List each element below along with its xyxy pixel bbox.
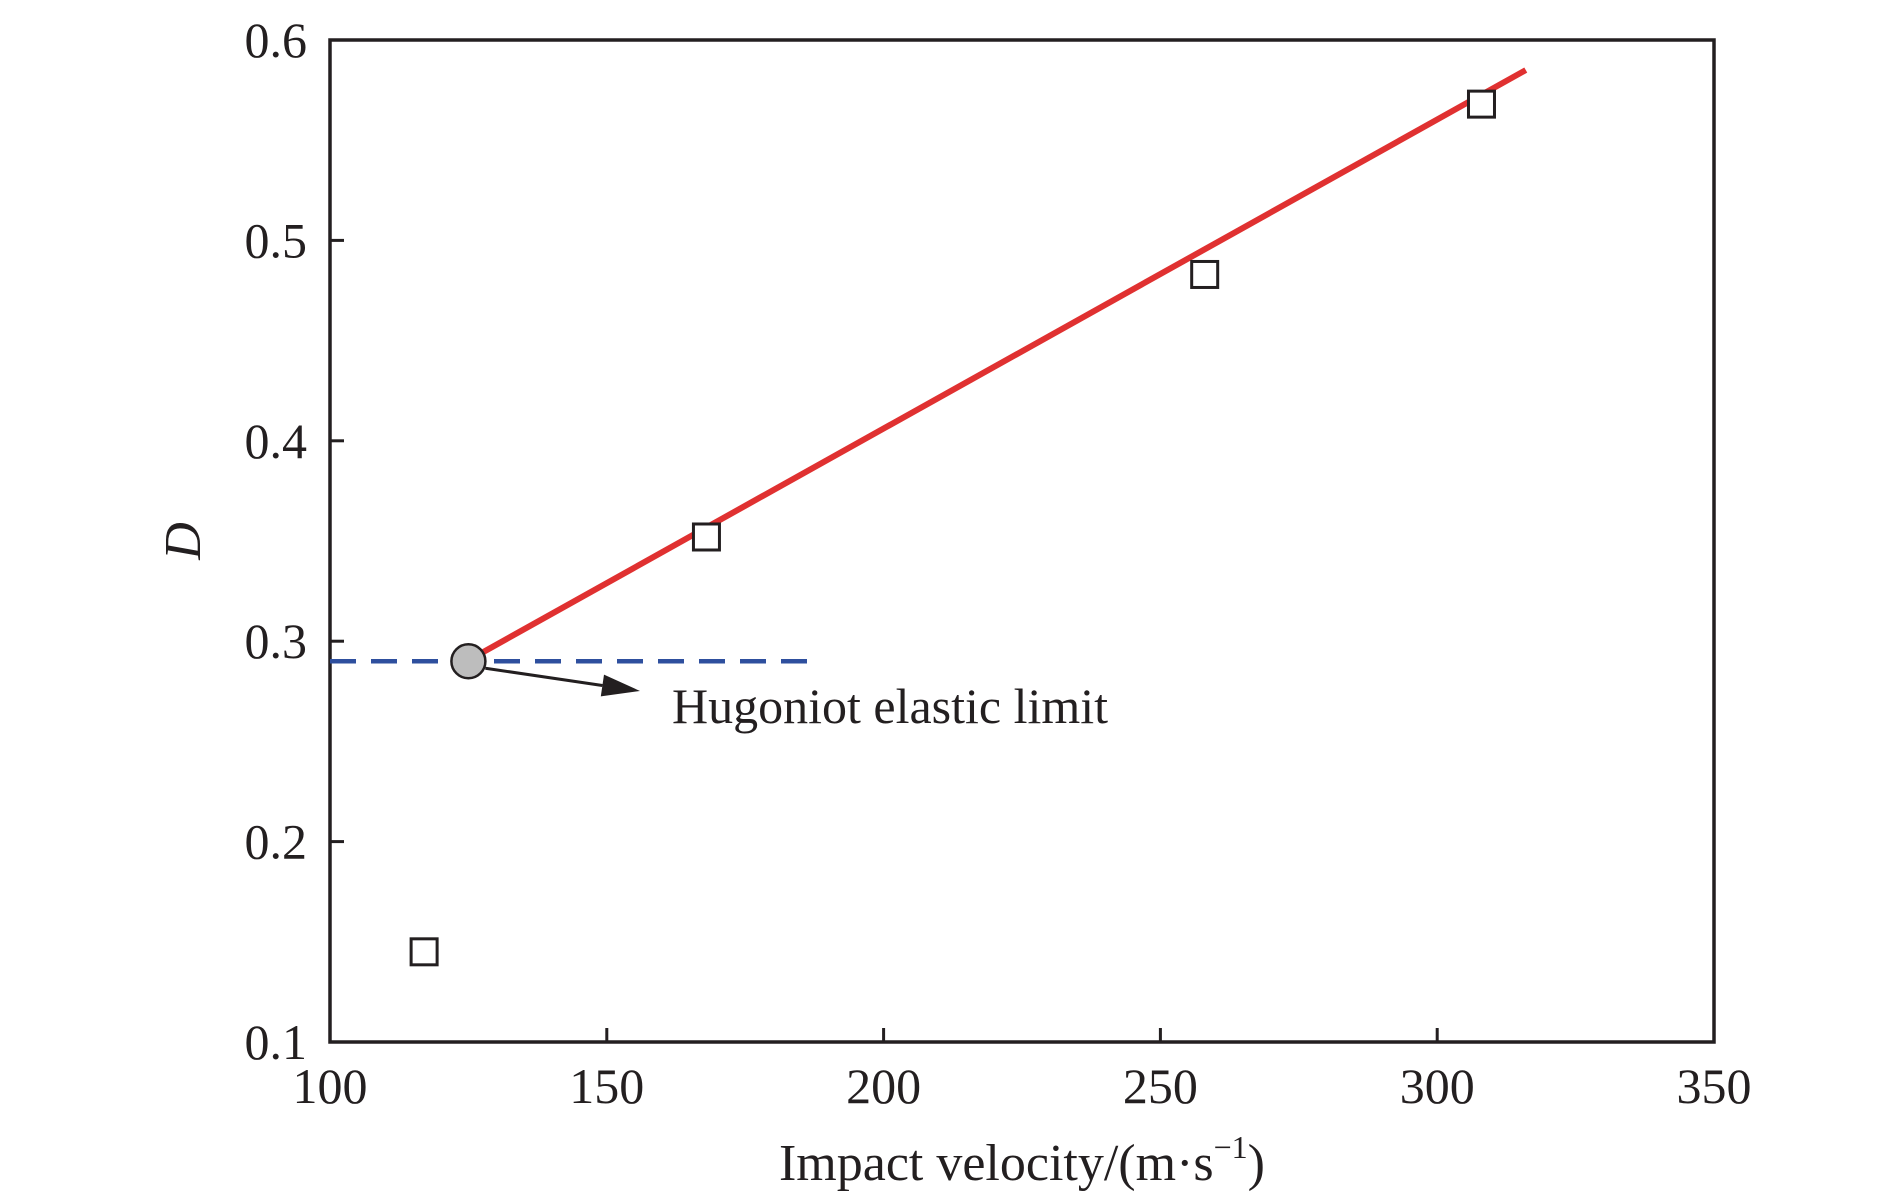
data-point (1190, 259, 1220, 289)
data-points (409, 89, 1496, 967)
annotation-arrowhead (600, 674, 640, 697)
y-tick-label: 0.2 (245, 814, 308, 870)
data-point (1466, 89, 1496, 119)
y-tick-label: 0.3 (245, 613, 308, 669)
plot-frame (328, 38, 1716, 1044)
x-tick-label: 300 (1400, 1058, 1475, 1114)
linear-fit-line (472, 67, 1528, 660)
hel-point (450, 642, 487, 680)
annotation-arrow (485, 666, 603, 687)
y-tick-label: 0.6 (245, 12, 308, 68)
annotation-label: Hugoniot elastic limit (672, 678, 1108, 734)
y-tick-label: 0.5 (245, 212, 308, 268)
x-tick-label: 150 (569, 1058, 644, 1114)
y-tick-label: 0.1 (245, 1014, 308, 1070)
x-tick-label: 350 (1677, 1058, 1752, 1114)
y-axis-label: D (155, 522, 212, 561)
data-point (409, 937, 439, 967)
data-point (691, 522, 721, 552)
x-tick-label: 200 (846, 1058, 921, 1114)
ticks: 100 150 200 250 300 350 0.1 0.2 0.3 0.4 0.5 0.6 (245, 12, 1752, 1114)
x-tick-label: 100 (293, 1058, 368, 1114)
y-tick-label: 0.4 (245, 413, 308, 469)
x-axis-label: Impact velocity/(m·s−1) (779, 1129, 1265, 1192)
x-tick-label: 250 (1123, 1058, 1198, 1114)
